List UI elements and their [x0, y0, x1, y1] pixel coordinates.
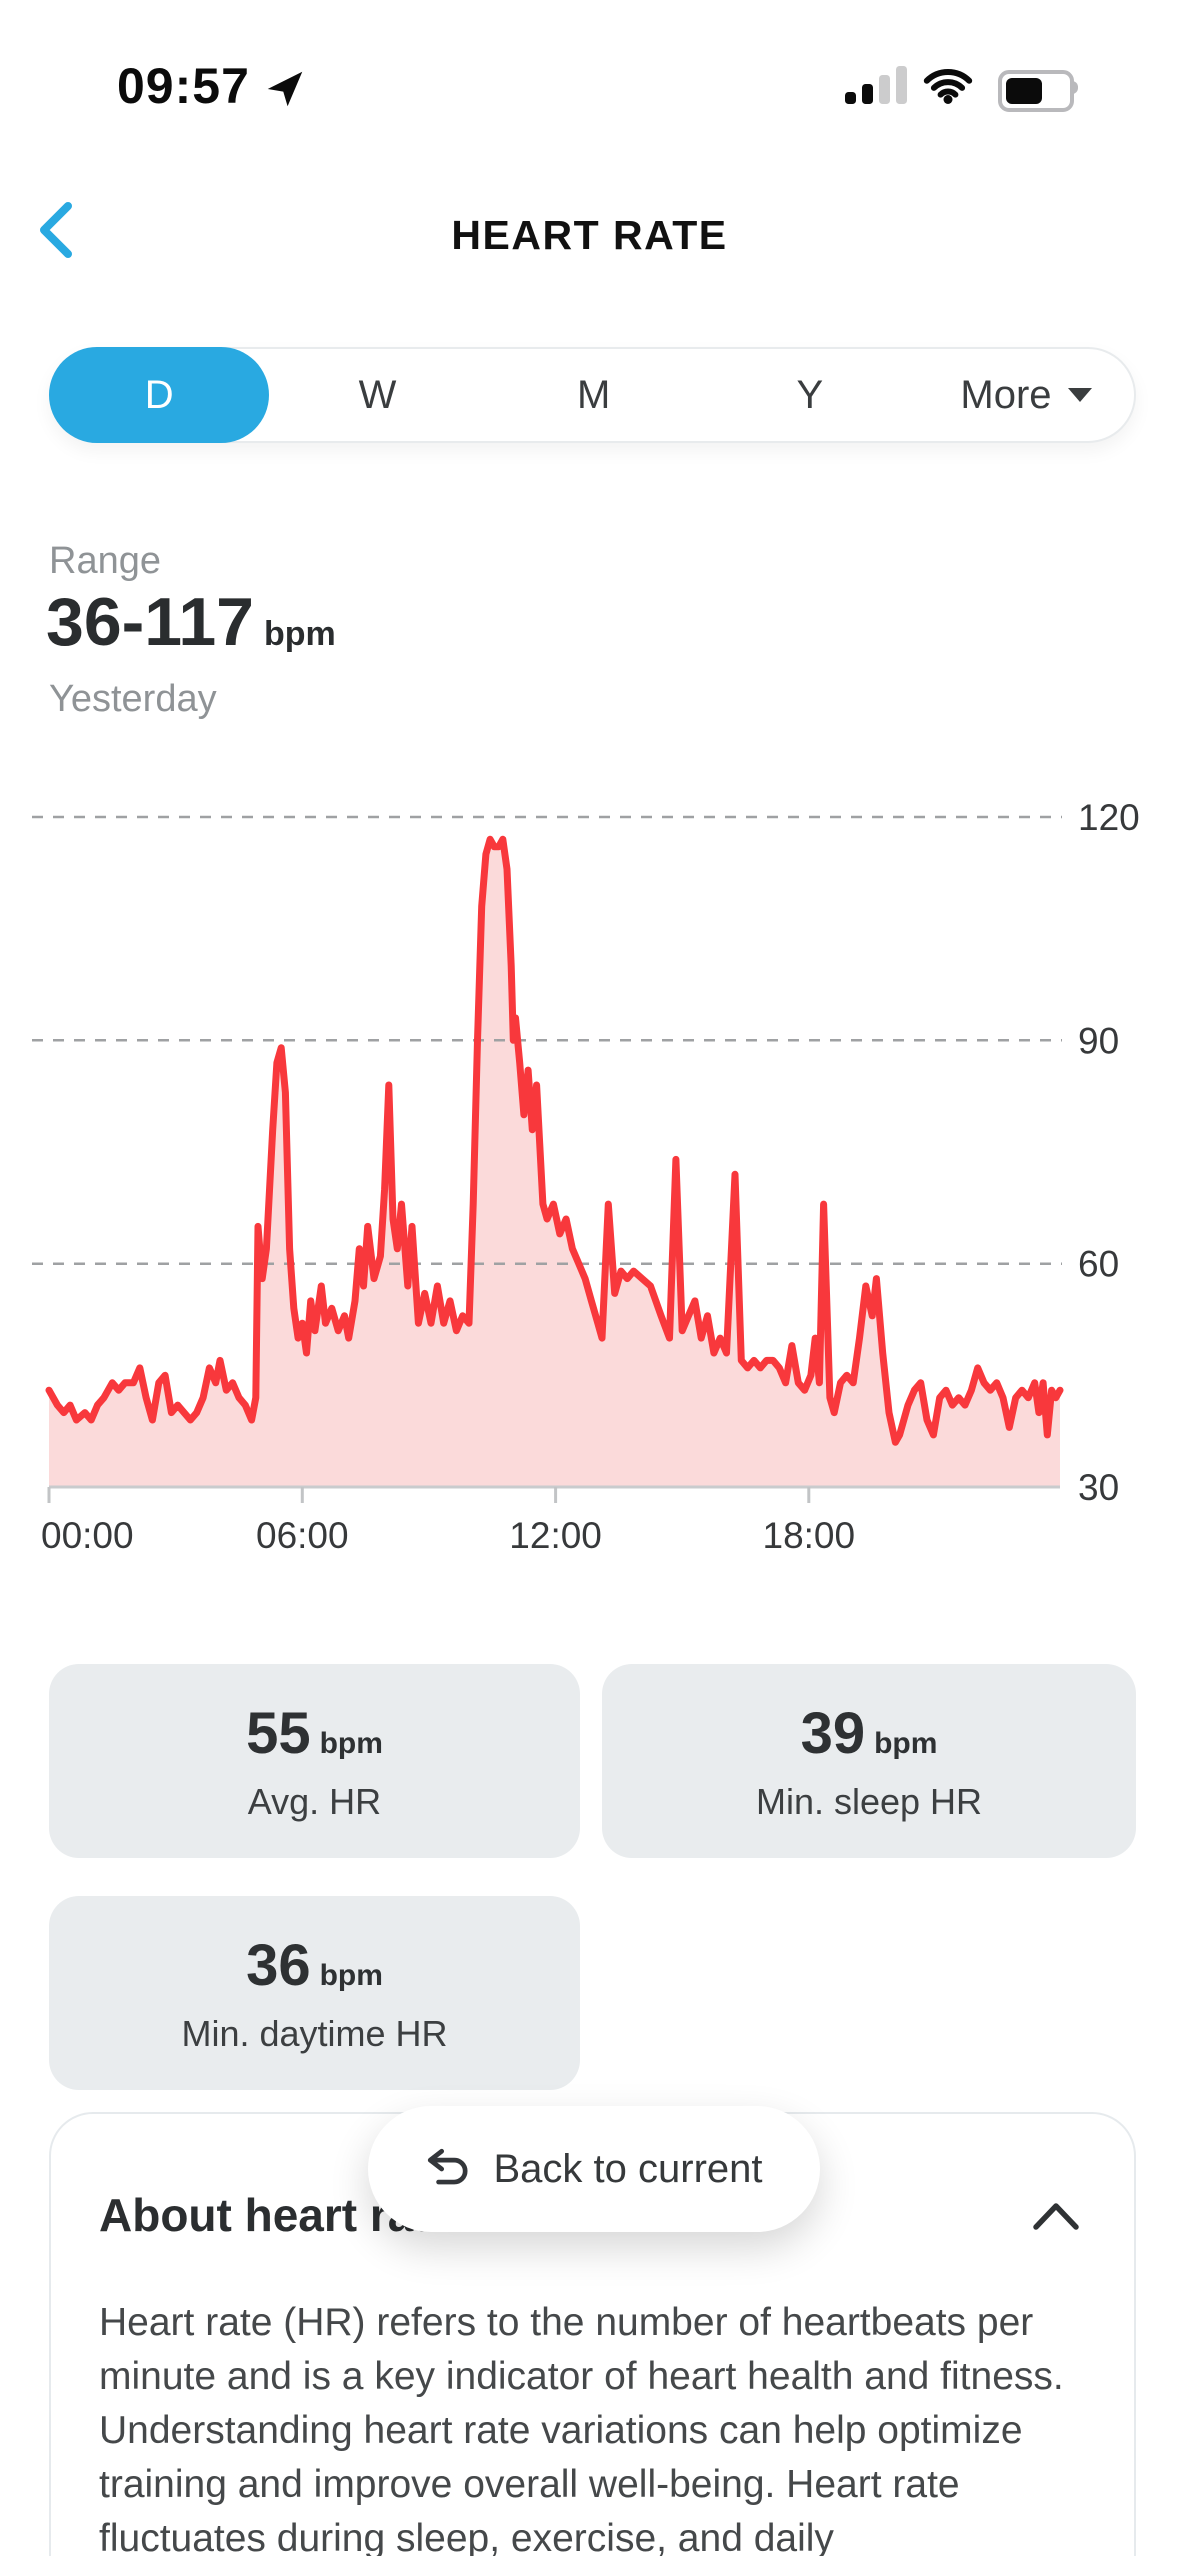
svg-text:18:00: 18:00 [763, 1515, 856, 1556]
stat-value: 36 bpm [246, 1932, 383, 1998]
svg-text:120: 120 [1078, 797, 1140, 838]
back-to-current-label: Back to current [493, 2146, 763, 2191]
stat-label: Avg. HR [247, 1780, 382, 1822]
battery-icon [998, 70, 1074, 112]
location-services-icon [267, 71, 303, 107]
heart-rate-chart[interactable]: 00:00 06:00 12:00 18:00 30 60 90 120 [0, 790, 1179, 1560]
back-to-current-button[interactable]: Back to current [368, 2106, 820, 2232]
tab-more-label: More [960, 372, 1052, 417]
tab-day[interactable]: D [49, 347, 270, 443]
stat-label: Min. sleep HR [755, 1780, 983, 1822]
stat-value: 55 bpm [246, 1700, 383, 1766]
range-value: 36-117 bpm [46, 584, 336, 660]
battery-fill [1006, 78, 1042, 104]
stat-card-min-sleep-hr: 39 bpm Min. sleep HR [602, 1664, 1136, 1858]
stat-card-avg-hr: 55 bpm Avg. HR [49, 1664, 580, 1858]
back-button[interactable] [28, 198, 88, 262]
page-title: HEART RATE [451, 212, 728, 258]
svg-text:06:00: 06:00 [256, 1515, 349, 1556]
about-body-text: Heart rate (HR) refers to the number of … [99, 2301, 1064, 2556]
chevron-up-icon[interactable] [1030, 2200, 1082, 2232]
svg-text:12:00: 12:00 [509, 1515, 602, 1556]
period-segmented-control: D W M Y More [49, 347, 1136, 443]
tab-more[interactable]: More [918, 349, 1134, 441]
svg-text:60: 60 [1078, 1244, 1119, 1285]
tab-month[interactable]: M [577, 372, 611, 417]
tab-week[interactable]: W [358, 372, 397, 417]
range-period: Yesterday [49, 678, 217, 720]
cellular-signal-icon [845, 66, 907, 104]
wifi-icon [923, 69, 973, 104]
stat-value: 39 bpm [800, 1700, 938, 1766]
svg-text:00:00: 00:00 [41, 1515, 134, 1556]
status-time: 09:57 [117, 58, 250, 114]
range-unit: bpm [263, 615, 336, 653]
chevron-down-icon [1067, 388, 1092, 402]
undo-icon [428, 2148, 468, 2185]
stat-card-min-daytime-hr: 36 bpm Min. daytime HR [49, 1896, 580, 2090]
svg-text:30: 30 [1078, 1467, 1119, 1508]
battery-nub [1072, 81, 1078, 94]
svg-text:90: 90 [1078, 1020, 1119, 1061]
stat-label: Min. daytime HR [181, 2012, 448, 2054]
range-label: Range [49, 540, 161, 582]
tab-year[interactable]: Y [796, 372, 824, 417]
